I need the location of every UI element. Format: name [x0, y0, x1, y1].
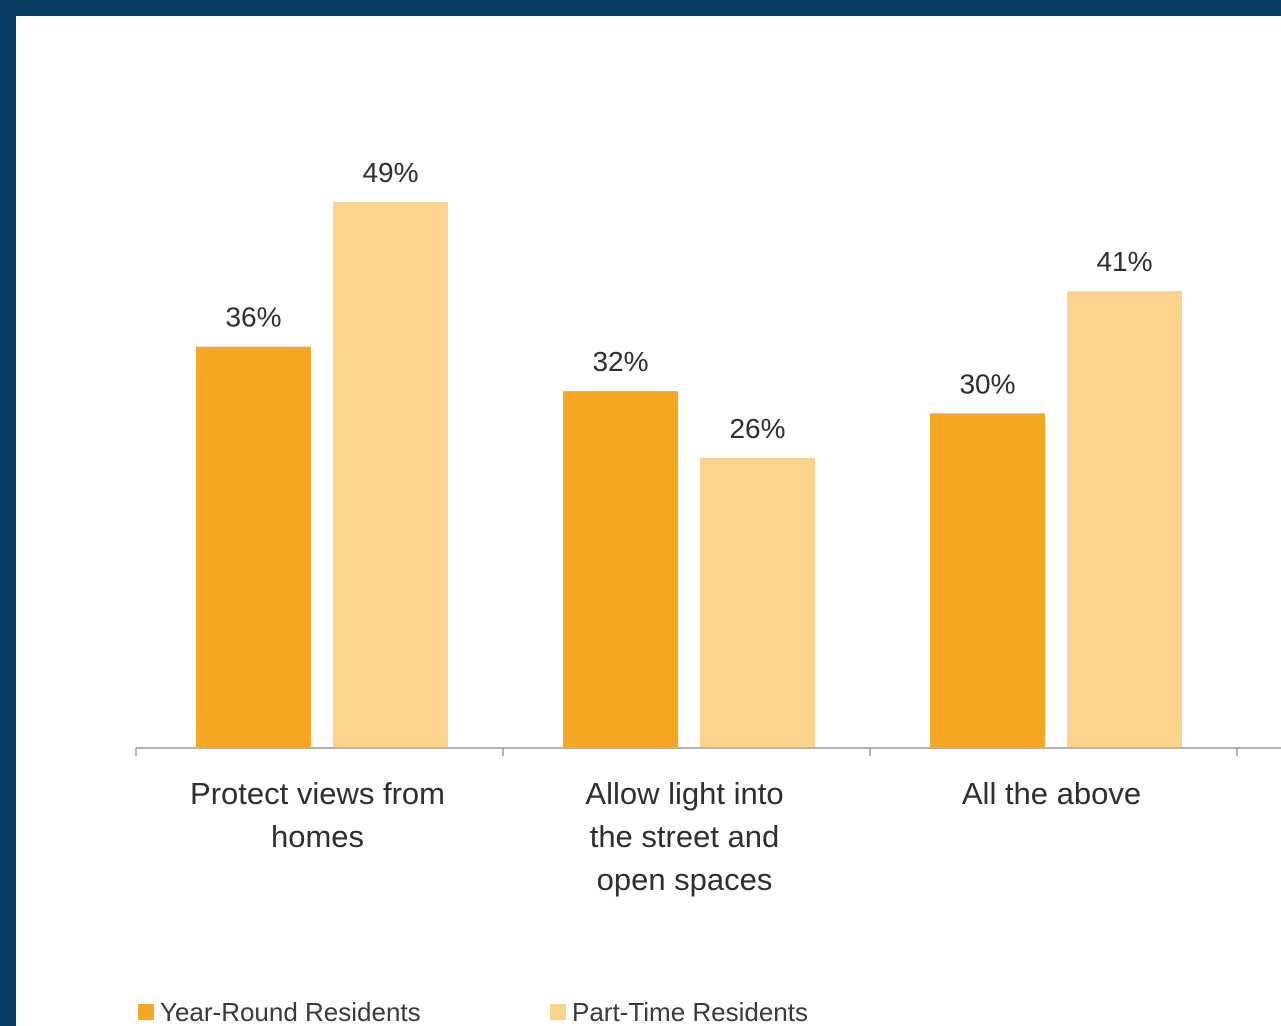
- data-label-part-time-1: 26%: [729, 413, 785, 444]
- legend-swatch-year-round: [138, 1004, 154, 1020]
- bar-part-time-2: [1067, 291, 1182, 747]
- data-label-part-time-2: 41%: [1096, 246, 1152, 277]
- bar-year-round-1: [563, 391, 678, 747]
- category-label-line: the street and: [590, 819, 780, 854]
- category-label-2: All the above: [962, 776, 1141, 811]
- category-label-line: Protect views from: [190, 776, 445, 811]
- data-label-year-round-2: 30%: [959, 368, 1015, 399]
- data-label-year-round-1: 32%: [592, 346, 648, 377]
- legend-item-part-time: Part-Time Residents: [550, 997, 808, 1026]
- bar-year-round-0: [196, 346, 311, 747]
- bar-part-time-1: [700, 457, 815, 747]
- bar-part-time-0: [333, 202, 448, 747]
- category-label-1: Allow light into the street and open space…: [585, 776, 783, 897]
- category-label-0: Protect views from homes: [190, 776, 445, 854]
- legend-item-year-round: Year-Round Residents: [138, 997, 421, 1026]
- legend-label-part-time: Part-Time Residents: [572, 996, 808, 1026]
- legend-label-year-round: Year-Round Residents: [160, 996, 421, 1026]
- category-label-line: homes: [271, 819, 364, 854]
- category-label-line: Allow light into: [585, 776, 783, 811]
- category-label-line: All the above: [962, 776, 1141, 811]
- data-label-part-time-0: 49%: [362, 157, 418, 188]
- bar-chart: 36% 32% 30% 49% 26% 41% Protect views from home…: [135, 157, 1281, 897]
- bar-year-round-2: [930, 413, 1045, 747]
- data-label-year-round-0: 36%: [225, 302, 281, 333]
- category-label-line: open spaces: [597, 862, 773, 897]
- legend-swatch-part-time: [550, 1004, 566, 1020]
- chart-panel: 36% 32% 30% 49% 26% 41% Protect views from home…: [16, 16, 1281, 1026]
